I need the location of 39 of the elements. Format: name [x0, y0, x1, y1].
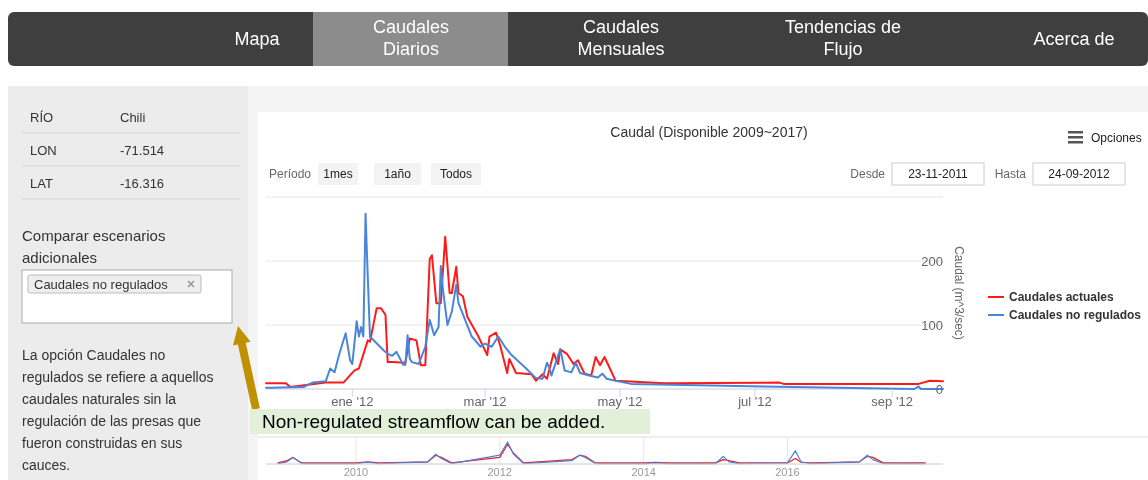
x-tick-label: 2012 — [487, 466, 512, 478]
text: Opciones — [1091, 131, 1142, 145]
text: -71.514 — [120, 143, 165, 158]
text: RÍO — [30, 110, 54, 125]
text: La opción Caudales no regulados se refiere a aquellos caudales naturales sin la regulación de las presas que fueron construidas en sus cauces. — [22, 347, 214, 473]
text: -16.316 — [120, 176, 165, 191]
text: 23-11-2011 — [908, 167, 969, 181]
x-tick-label: mar '12 — [463, 394, 507, 409]
x-tick-label: sep '12 — [871, 394, 913, 409]
text: Chili — [120, 110, 146, 125]
text: LON — [30, 143, 57, 158]
chart-title: Caudal (Disponible 2009~2017) — [610, 124, 808, 140]
text: Non-regulated streamflow can be added. — [262, 411, 606, 432]
text: Comparar escenarios adicionales — [22, 227, 166, 266]
x-tick-label: jul '12 — [737, 394, 772, 409]
legend-label: Caudales actuales — [1009, 290, 1115, 305]
y-tick-label: 200 — [921, 253, 943, 269]
text: Todos — [439, 167, 473, 181]
x-tick-label: 2010 — [343, 466, 369, 478]
text: Desde — [850, 167, 886, 181]
text: Hasta — [994, 167, 1027, 181]
text: Tendencias de Flujo — [784, 17, 902, 59]
text: Acerca de — [1033, 29, 1115, 49]
text: Mapa — [234, 29, 281, 49]
x-tick-label: 2016 — [775, 466, 800, 478]
text: 24-09-2012 — [1048, 167, 1111, 181]
text: 1mes — [323, 167, 353, 181]
x-tick-label: 2014 — [631, 466, 656, 478]
y-axis-title: Caudal (m^3/sec) — [952, 246, 966, 340]
text: LAT — [30, 176, 53, 191]
x-tick-label: ene '12 — [331, 394, 374, 409]
legend-label: Caudales no regulados — [1009, 308, 1142, 323]
text: Caudales Diarios — [372, 17, 450, 59]
y-tick-label: 100 — [921, 317, 943, 333]
text: Período — [269, 167, 312, 181]
text: 1año — [384, 167, 412, 181]
text: Caudales no regulados — [34, 277, 169, 292]
text: Caudales Mensuales — [577, 17, 665, 59]
x-tick-label: may '12 — [597, 394, 643, 409]
